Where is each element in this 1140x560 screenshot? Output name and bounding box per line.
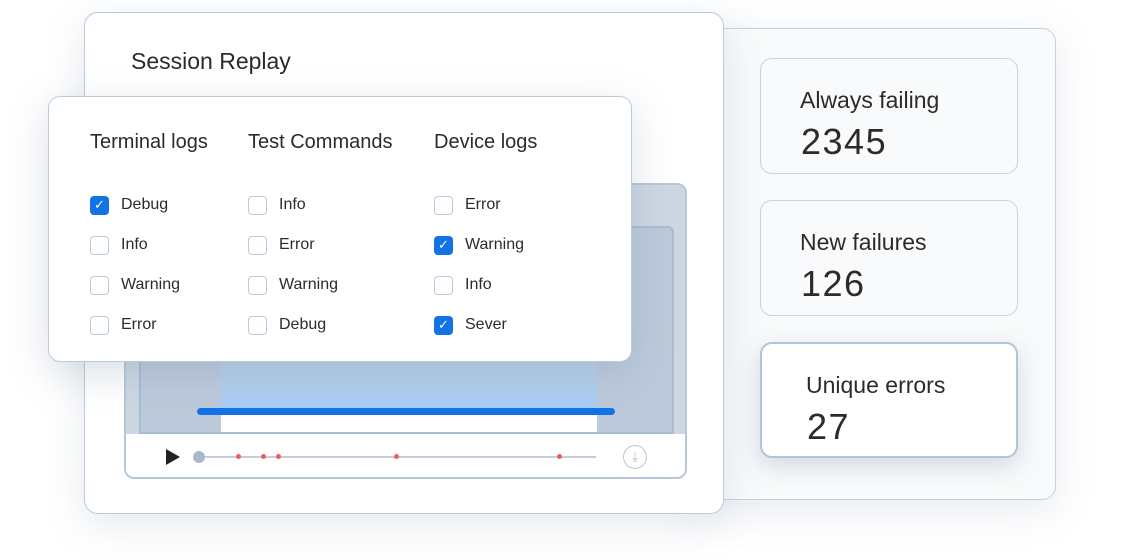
checkbox[interactable]: ✓ xyxy=(434,315,453,335)
error-marker[interactable] xyxy=(557,454,562,459)
player-controls: ⤓ xyxy=(126,434,685,477)
filter-option[interactable]: Error xyxy=(90,305,208,345)
filter-column: Test Commands Info Error Warning Debug xyxy=(248,131,393,345)
filter-option[interactable]: Error xyxy=(434,185,537,225)
filter-option-label: Error xyxy=(279,236,315,253)
filter-option-label: Error xyxy=(465,196,501,213)
filter-option[interactable]: ✓ Warning xyxy=(434,225,537,265)
filter-option[interactable]: ✓ Debug xyxy=(90,185,208,225)
filter-option[interactable]: Warning xyxy=(90,265,208,305)
filter-option-label: Error xyxy=(121,316,157,333)
filter-column-heading: Terminal logs xyxy=(90,131,208,153)
filter-option-label: Info xyxy=(121,236,148,253)
checkbox[interactable] xyxy=(248,275,267,295)
filter-column: Device logs Error ✓ Warning Info ✓ Sever xyxy=(434,131,537,345)
stat-label: New failures xyxy=(800,229,927,255)
checkbox[interactable] xyxy=(90,275,109,295)
filter-option-label: Sever xyxy=(465,316,507,333)
filter-option-label: Debug xyxy=(279,316,327,333)
stat-label: Always failing xyxy=(800,87,940,113)
filter-option[interactable]: ✓ Sever xyxy=(434,305,537,345)
filter-option-label: Warning xyxy=(279,276,338,293)
filter-option[interactable]: Debug xyxy=(248,305,393,345)
stat-card-new-failures[interactable]: New failures 126 xyxy=(760,200,1018,316)
filter-option[interactable]: Warning xyxy=(248,265,393,305)
filter-option[interactable]: Info xyxy=(248,185,393,225)
checkbox[interactable] xyxy=(248,235,267,255)
checkbox[interactable] xyxy=(434,275,453,295)
filter-option[interactable]: Info xyxy=(90,225,208,265)
check-icon: ✓ xyxy=(438,237,449,252)
filter-column-heading: Device logs xyxy=(434,131,538,153)
filter-option[interactable]: Info xyxy=(434,265,537,305)
stat-value: 2345 xyxy=(801,121,888,162)
check-icon: ✓ xyxy=(438,317,449,332)
error-marker[interactable] xyxy=(394,454,399,459)
checkbox[interactable] xyxy=(90,315,109,335)
error-marker[interactable] xyxy=(261,454,266,459)
stat-label: Unique errors xyxy=(806,372,946,398)
stat-value: 27 xyxy=(807,406,851,447)
filter-column-heading: Test Commands xyxy=(248,131,393,153)
filter-option-label: Info xyxy=(465,276,492,293)
progress-highlight xyxy=(197,408,615,415)
filter-option-label: Debug xyxy=(121,196,169,213)
filter-option[interactable]: Error xyxy=(248,225,393,265)
stat-value: 126 xyxy=(801,263,866,304)
error-marker[interactable] xyxy=(236,454,241,459)
checkbox[interactable] xyxy=(434,195,453,215)
filter-column: Terminal logs ✓ Debug Info Warning Error xyxy=(90,131,208,345)
stat-card-always-failing[interactable]: Always failing 2345 xyxy=(760,58,1018,174)
checkbox[interactable] xyxy=(90,235,109,255)
page-title: Session Replay xyxy=(131,48,291,74)
play-icon[interactable] xyxy=(166,449,180,465)
filter-option-label: Info xyxy=(279,196,306,213)
check-icon: ✓ xyxy=(94,197,105,212)
checkbox[interactable] xyxy=(248,315,267,335)
checkbox[interactable]: ✓ xyxy=(90,195,109,215)
error-marker[interactable] xyxy=(276,454,281,459)
stat-card-unique-errors[interactable]: Unique errors 27 xyxy=(760,342,1018,458)
checkbox[interactable] xyxy=(248,195,267,215)
log-filter-popup: Terminal logs ✓ Debug Info Warning Error Test … xyxy=(48,96,632,362)
checkbox[interactable]: ✓ xyxy=(434,235,453,255)
download-icon[interactable]: ⤓ xyxy=(623,445,647,469)
timeline-handle[interactable] xyxy=(193,451,205,463)
filter-option-label: Warning xyxy=(465,236,524,253)
filter-option-label: Warning xyxy=(121,276,180,293)
